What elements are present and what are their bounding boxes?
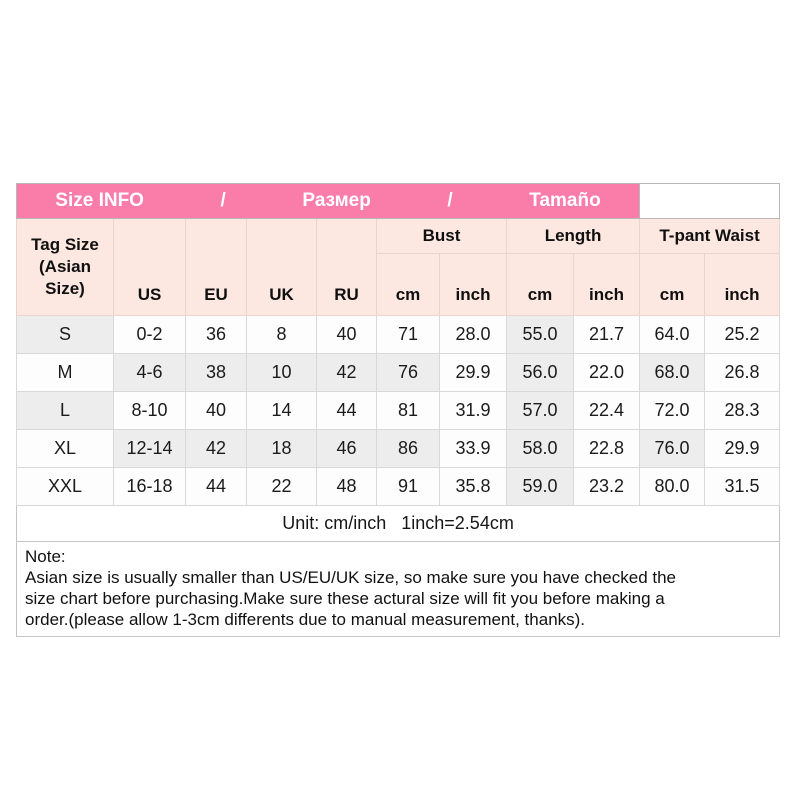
cell-uk: 18 — [247, 430, 317, 468]
cell-waist-inch: 25.2 — [705, 316, 780, 354]
cell-ru: 48 — [317, 468, 377, 506]
size-info-banner: Size INFO / Размер / Tamaño — [17, 184, 640, 219]
col-group-tpant-waist: T-pant Waist — [640, 219, 780, 254]
cell-waist-cm: 80.0 — [640, 468, 705, 506]
cell-us: 12-14 — [114, 430, 186, 468]
banner-separator: / — [221, 190, 226, 212]
col-group-bust: Bust — [377, 219, 507, 254]
cell-eu: 36 — [186, 316, 247, 354]
cell-waist-inch: 29.9 — [705, 430, 780, 468]
cell-uk: 14 — [247, 392, 317, 430]
table-row: XXL16-184422489135.859.023.280.031.5 — [17, 468, 780, 506]
unit-row: Unit: cm/inch 1inch=2.54cm — [17, 506, 780, 542]
cell-length-cm: 55.0 — [507, 316, 574, 354]
table-header: Size INFO / Размер / Tamaño Tag Size (As… — [17, 184, 780, 316]
cell-tag: M — [17, 354, 114, 392]
cell-bust-inch: 29.9 — [440, 354, 507, 392]
cell-eu: 40 — [186, 392, 247, 430]
cell-ru: 44 — [317, 392, 377, 430]
table-row: L8-104014448131.957.022.472.028.3 — [17, 392, 780, 430]
cell-bust-cm: 91 — [377, 468, 440, 506]
banner-separator: / — [447, 190, 452, 212]
table-row: M4-63810427629.956.022.068.026.8 — [17, 354, 780, 392]
cell-bust-cm: 81 — [377, 392, 440, 430]
unit-note: Unit: cm/inch 1inch=2.54cm — [17, 506, 780, 542]
banner-text-tamano: Tamaño — [529, 190, 600, 212]
cell-length-inch: 22.8 — [574, 430, 640, 468]
col-header-waist-cm: cm — [640, 254, 705, 316]
cell-waist-cm: 64.0 — [640, 316, 705, 354]
cell-bust-cm: 71 — [377, 316, 440, 354]
cell-length-inch: 22.0 — [574, 354, 640, 392]
col-header-length-cm: cm — [507, 254, 574, 316]
cell-us: 16-18 — [114, 468, 186, 506]
col-header-ru: RU — [317, 219, 377, 316]
cell-waist-cm: 72.0 — [640, 392, 705, 430]
cell-length-cm: 58.0 — [507, 430, 574, 468]
cell-length-cm: 57.0 — [507, 392, 574, 430]
cell-ru: 42 — [317, 354, 377, 392]
cell-eu: 44 — [186, 468, 247, 506]
cell-waist-inch: 28.3 — [705, 392, 780, 430]
cell-bust-cm: 76 — [377, 354, 440, 392]
cell-us: 8-10 — [114, 392, 186, 430]
cell-bust-inch: 35.8 — [440, 468, 507, 506]
cell-uk: 8 — [247, 316, 317, 354]
banner-row: Size INFO / Размер / Tamaño — [17, 184, 780, 219]
cell-tag: S — [17, 316, 114, 354]
size-chart-image: Size INFO / Размер / Tamaño Tag Size (As… — [0, 0, 800, 800]
cell-waist-inch: 31.5 — [705, 468, 780, 506]
size-rows: S0-2368407128.055.021.764.025.2M4-638104… — [17, 316, 780, 506]
col-header-us: US — [114, 219, 186, 316]
cell-bust-inch: 31.9 — [440, 392, 507, 430]
cell-bust-inch: 28.0 — [440, 316, 507, 354]
cell-length-inch: 22.4 — [574, 392, 640, 430]
table-row: XL12-144218468633.958.022.876.029.9 — [17, 430, 780, 468]
cell-uk: 22 — [247, 468, 317, 506]
cell-tag: XXL — [17, 468, 114, 506]
size-info-banner-segments: Size INFO / Размер / Tamaño — [17, 190, 639, 212]
cell-ru: 40 — [317, 316, 377, 354]
col-header-uk: UK — [247, 219, 317, 316]
cell-uk: 10 — [247, 354, 317, 392]
cell-length-inch: 21.7 — [574, 316, 640, 354]
cell-bust-inch: 33.9 — [440, 430, 507, 468]
col-group-length: Length — [507, 219, 640, 254]
cell-eu: 38 — [186, 354, 247, 392]
cell-bust-cm: 86 — [377, 430, 440, 468]
cell-tag: XL — [17, 430, 114, 468]
cell-tag: L — [17, 392, 114, 430]
note-row: Note: Asian size is usually smaller than… — [17, 542, 780, 637]
banner-blank-segment — [640, 184, 780, 219]
col-header-tag-size: Tag Size (Asian Size) — [17, 219, 114, 316]
cell-eu: 42 — [186, 430, 247, 468]
cell-us: 4-6 — [114, 354, 186, 392]
col-header-eu: EU — [186, 219, 247, 316]
cell-waist-cm: 76.0 — [640, 430, 705, 468]
col-header-waist-inch: inch — [705, 254, 780, 316]
cell-ru: 46 — [317, 430, 377, 468]
cell-us: 0-2 — [114, 316, 186, 354]
note-text: Note: Asian size is usually smaller than… — [17, 542, 780, 637]
col-header-length-inch: inch — [574, 254, 640, 316]
size-chart-table: Size INFO / Размер / Tamaño Tag Size (As… — [16, 183, 780, 637]
cell-waist-inch: 26.8 — [705, 354, 780, 392]
col-header-bust-cm: cm — [377, 254, 440, 316]
col-header-bust-inch: inch — [440, 254, 507, 316]
table-footer: Unit: cm/inch 1inch=2.54cm Note: Asian s… — [17, 506, 780, 637]
cell-waist-cm: 68.0 — [640, 354, 705, 392]
table-row: S0-2368407128.055.021.764.025.2 — [17, 316, 780, 354]
banner-text-size-info: Size INFO — [55, 190, 144, 212]
banner-text-razmer: Размер — [302, 190, 370, 212]
cell-length-cm: 59.0 — [507, 468, 574, 506]
cell-length-cm: 56.0 — [507, 354, 574, 392]
cell-length-inch: 23.2 — [574, 468, 640, 506]
group-header-row: Tag Size (Asian Size) US EU UK RU Bust L… — [17, 219, 780, 254]
